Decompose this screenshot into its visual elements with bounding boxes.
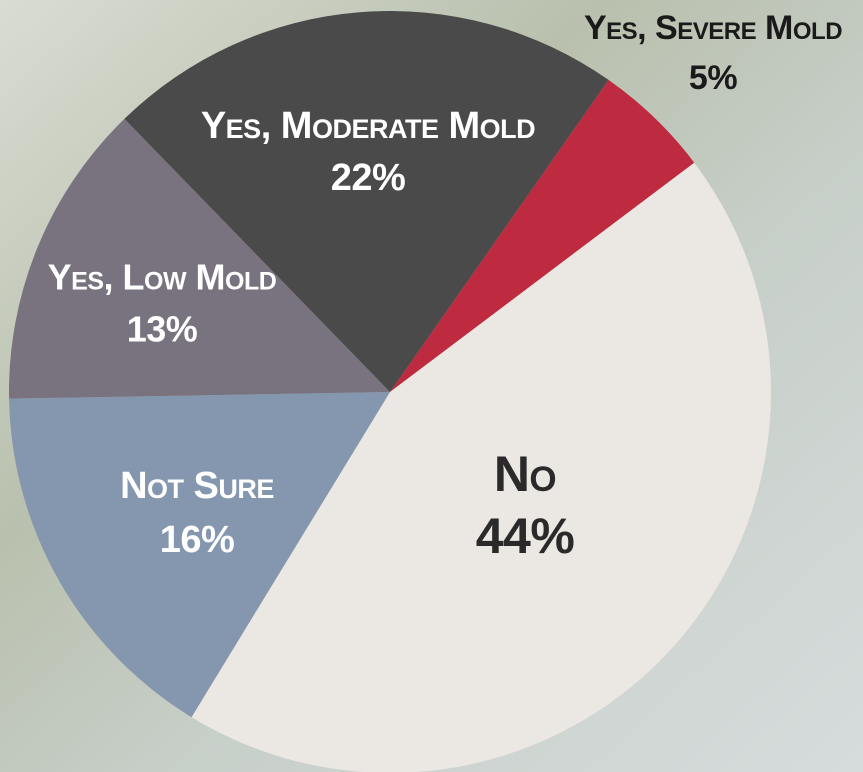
slice-value-label: 5%: [689, 59, 737, 97]
pie-slice: [9, 392, 391, 718]
pie-slice: [191, 162, 771, 772]
pie-slice: [8, 118, 390, 399]
slice-value-label: 13%: [127, 309, 198, 350]
pie-slice: [390, 79, 695, 392]
slice-value-label: 22%: [331, 157, 406, 199]
slice-category-label: Yes, Severe Mold: [584, 9, 842, 47]
pie-slice: [124, 10, 609, 393]
slice-value-label: 44%: [476, 508, 575, 564]
slice-category-label: Not Sure: [120, 465, 274, 507]
slice-category-label: Yes, Low Mold: [48, 257, 277, 298]
slice-category-label: No: [494, 446, 556, 502]
slice-value-label: 16%: [160, 519, 235, 561]
slice-category-label: Yes, Moderate Mold: [201, 105, 535, 147]
